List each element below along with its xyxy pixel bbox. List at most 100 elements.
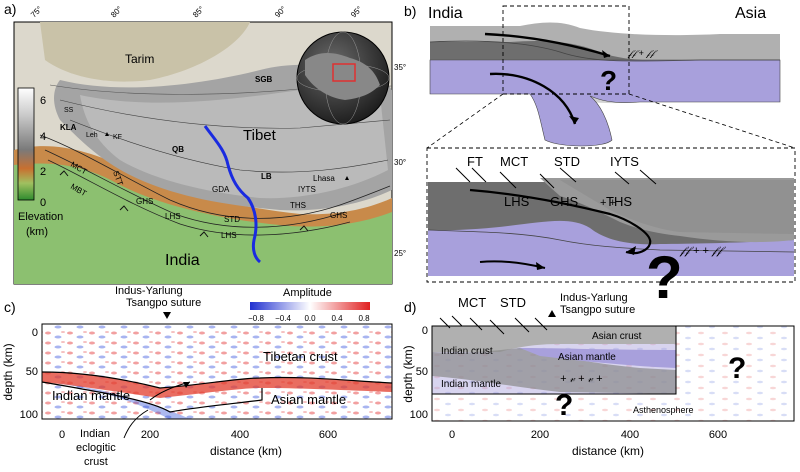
region-label: Leh	[86, 132, 98, 139]
x-axis-label: distance (km)	[210, 444, 282, 458]
top-label: STD	[500, 295, 526, 310]
amplitude-colorbar	[250, 302, 370, 310]
suture-label: Tsangpo suture	[560, 304, 635, 316]
suture-label: Indus-Yarlung	[560, 292, 628, 304]
annotation: Indian	[80, 428, 110, 440]
amp-tick: −0.4	[275, 314, 291, 323]
top-label: MCT	[458, 295, 486, 310]
panel-c-label: c)	[4, 299, 16, 315]
zoom-label: THS	[606, 194, 632, 209]
zoom-label: GHS	[550, 194, 579, 209]
region-label: GHS	[136, 197, 153, 206]
profile-line	[203, 125, 262, 264]
annotation: Tibetan crust	[263, 349, 338, 364]
colorbar-tick: 2	[40, 166, 46, 178]
region-label: KLA	[60, 123, 77, 132]
amp-tick: 0.8	[358, 314, 370, 323]
question-mark: ?	[555, 389, 573, 422]
region-label: SS	[64, 107, 74, 114]
x-tick: 200	[531, 429, 549, 441]
lon-tick: 95°	[349, 4, 364, 19]
x-tick: 600	[319, 429, 337, 441]
annotation: Indian mantle	[441, 379, 501, 390]
zoom-label: LHS	[504, 194, 530, 209]
suture-marker	[548, 310, 556, 317]
panel-a-label: a)	[4, 1, 16, 17]
map: 75° 80° 85° 90° 95° 35° 30° 25° Tarim Ti…	[13, 4, 406, 285]
y-tick: 50	[416, 366, 428, 378]
amp-tick: −0.8	[248, 314, 264, 323]
globe-inset	[296, 31, 390, 125]
zoom-label: FT	[467, 154, 483, 169]
panel-d: d) MCT STD Indus-Yarlung Tsangpo suture …	[401, 292, 795, 458]
elevation-colorbar: 6 4 2 0 Elevation (km)	[17, 87, 63, 238]
rf-section: Tibetan crust Indian mantle Asian mantle	[41, 323, 393, 439]
amplitude-title: Amplitude	[283, 287, 332, 299]
x-axis-label: distance (km)	[572, 444, 644, 458]
annotation: Indian mantle	[52, 388, 130, 403]
lon-tick: 85°	[191, 4, 206, 19]
overview-cartoon: ? 𝒻𝒻 + 𝒻𝒻	[429, 5, 781, 147]
decoration-glyph: + 𝓋 + 𝓋 +	[560, 373, 603, 385]
x-tick: 0	[449, 429, 455, 441]
lon-tick: 80°	[109, 4, 124, 19]
colorbar-tick: 0	[40, 197, 46, 209]
india-title: India	[428, 5, 463, 22]
region-label: LB	[261, 172, 272, 181]
question-mark: ?	[728, 352, 746, 385]
lat-tick: 35°	[394, 63, 406, 72]
decoration-glyph: + +	[600, 197, 616, 209]
annotation: Asian crust	[592, 331, 642, 342]
x-tick: 400	[621, 429, 639, 441]
region-label: STD	[224, 215, 240, 224]
region-label: Lhasa	[313, 174, 335, 183]
colorbar-tick: 6	[40, 95, 46, 107]
zoom-label: IYTS	[610, 154, 639, 169]
lon-tick: 75°	[29, 4, 44, 19]
panel-a: a)	[4, 1, 406, 285]
region-label: LHS	[221, 231, 237, 240]
question-mark: ?	[600, 65, 617, 96]
colorbar-title: Elevation	[18, 211, 63, 223]
annotation: crust	[84, 456, 108, 468]
decoration-glyph: 𝒻𝒻 + + 𝒻𝒻	[679, 245, 727, 257]
region-label: THS	[290, 201, 306, 210]
region-label: GHS	[330, 211, 347, 220]
y-tick: 100	[410, 409, 428, 421]
region-label: IYTS	[298, 185, 316, 194]
annotation: eclogitic	[76, 442, 116, 454]
annotation: Asian mantle	[558, 352, 616, 363]
colorbar-unit: (km)	[26, 226, 48, 238]
y-tick: 50	[26, 366, 38, 378]
region-label: KF	[113, 134, 122, 141]
y-axis-label: depth (km)	[401, 345, 415, 402]
region-label: Tarim	[125, 52, 154, 66]
zoom-cartoon: ? 𝒻𝒻 + + 𝒻𝒻 + + FT MCT STD IYTS LHS GHS …	[426, 147, 796, 311]
x-tick: 400	[231, 429, 249, 441]
region-label: QB	[172, 145, 184, 154]
y-axis-label: depth (km)	[1, 343, 15, 400]
x-tick: 200	[141, 429, 159, 441]
panel-b-label: b)	[404, 3, 416, 19]
region-label: SGB	[255, 75, 273, 84]
amp-tick: 0.0	[304, 314, 316, 323]
y-tick: 0	[422, 325, 428, 337]
amp-tick: 0.4	[331, 314, 343, 323]
annotation: Asthenosphere	[633, 405, 694, 415]
decoration-glyph: 𝒻𝒻 + 𝒻𝒻	[627, 48, 658, 58]
panel-c: c) Indus-Yarlung Tsangpo suture Amplitud…	[1, 285, 393, 468]
lat-tick: 30°	[394, 158, 406, 167]
lat-tick: 25°	[394, 249, 406, 258]
panel-b: b) India Asia ? 𝒻𝒻 + 𝒻𝒻	[404, 3, 796, 311]
zoom-label: STD	[554, 154, 580, 169]
y-tick: 0	[32, 327, 38, 339]
suture-label: Tsangpo suture	[126, 297, 201, 309]
region-label: GDA	[212, 185, 230, 194]
colorbar-tick: 4	[40, 131, 46, 143]
region-label: India	[165, 252, 200, 269]
suture-marker	[163, 312, 171, 319]
region-label: Tibet	[243, 127, 277, 144]
annotation: Indian crust	[441, 346, 493, 357]
y-tick: 100	[20, 409, 38, 421]
